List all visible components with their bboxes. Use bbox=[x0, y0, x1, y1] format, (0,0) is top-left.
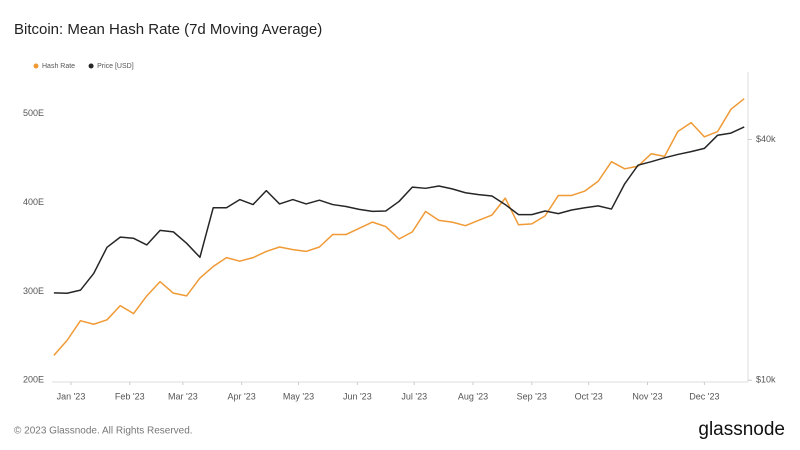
x-tick-label: Apr '23 bbox=[228, 391, 256, 401]
y-tick-label: 200E bbox=[23, 375, 44, 385]
x-tick-label: Jul '23 bbox=[401, 391, 427, 401]
x-tick-label: Jan '23 bbox=[57, 391, 86, 401]
x-tick-label: Nov '23 bbox=[632, 391, 662, 401]
x-tick-label: Jun '23 bbox=[343, 391, 372, 401]
footer: © 2023 Glassnode. All Rights Reserved. bbox=[14, 426, 193, 437]
y-tick-label: 400E bbox=[23, 197, 44, 207]
y2-tick-label: $10k bbox=[756, 375, 776, 385]
legend-marker bbox=[88, 63, 94, 69]
y-tick-label: 300E bbox=[23, 286, 44, 296]
legend-label: Price [USD] bbox=[97, 63, 134, 70]
x-tick-label: Oct '23 bbox=[575, 391, 603, 401]
legend-marker bbox=[33, 63, 39, 69]
brand: glassnode bbox=[698, 419, 785, 440]
legend-label: Hash Rate bbox=[42, 63, 75, 70]
x-tick-label: Dec '23 bbox=[689, 391, 719, 401]
x-tick-label: Sep '23 bbox=[517, 391, 547, 401]
chart-title: Bitcoin: Mean Hash Rate (7d Moving Avera… bbox=[14, 21, 322, 38]
x-tick-label: Mar '23 bbox=[168, 391, 198, 401]
x-tick-label: May '23 bbox=[283, 391, 314, 401]
y2-tick-label: $40k bbox=[756, 134, 776, 144]
series-line bbox=[53, 98, 745, 356]
series-line bbox=[53, 126, 745, 295]
y-tick-label: 500E bbox=[23, 108, 44, 118]
x-tick-label: Feb '23 bbox=[115, 391, 145, 401]
x-tick-label: Aug '23 bbox=[458, 391, 488, 401]
